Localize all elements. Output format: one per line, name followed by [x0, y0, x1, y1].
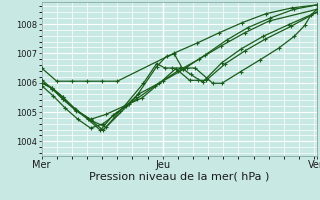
X-axis label: Pression niveau de la mer( hPa ): Pression niveau de la mer( hPa ): [89, 172, 269, 182]
